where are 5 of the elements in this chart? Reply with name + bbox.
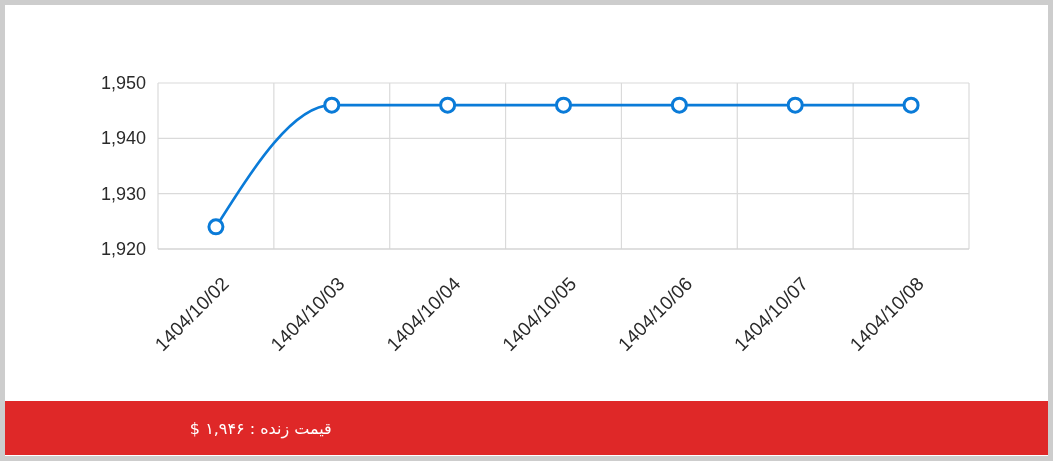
- y-tick-label: 1,930: [100, 183, 146, 204]
- y-tick-label: 1,950: [100, 73, 146, 93]
- y-tick-label: 1,920: [100, 239, 146, 259]
- y-tick-label: 1,940: [100, 128, 146, 149]
- text: قیمت زنده : ۱,۹۴۶ $: [189, 418, 332, 439]
